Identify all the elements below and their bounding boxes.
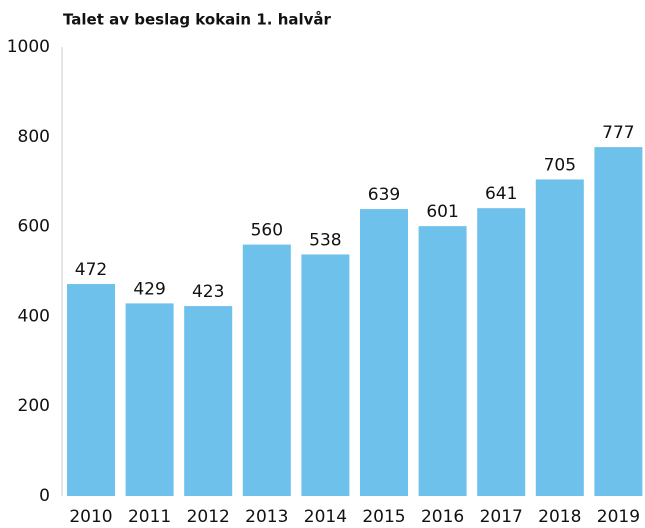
x-tick-label: 2016: [421, 507, 464, 527]
value-label: 472: [75, 260, 107, 280]
y-tick-label: 200: [18, 396, 50, 416]
value-label: 705: [544, 155, 576, 175]
bar: [125, 303, 174, 496]
x-tick-label: 2015: [362, 507, 405, 527]
value-label: 429: [133, 279, 165, 299]
x-tick-label: 2018: [538, 507, 581, 527]
bar: [67, 284, 115, 496]
value-label: 601: [426, 202, 458, 222]
value-label: 641: [485, 184, 517, 204]
y-tick-label: 800: [18, 127, 50, 147]
bar: [594, 147, 643, 496]
x-tick-label: 2019: [597, 507, 640, 527]
x-tick-label: 2013: [245, 507, 288, 527]
bar: [360, 209, 408, 497]
chart-title: Talet av beslag kokain 1. halvår: [63, 11, 332, 29]
bar: [535, 179, 584, 496]
value-label: 639: [368, 185, 400, 205]
value-label: 538: [309, 230, 341, 250]
bar: [301, 254, 350, 496]
x-tick-label: 2010: [69, 507, 112, 527]
value-label: 423: [192, 282, 224, 302]
y-tick-label: 0: [39, 486, 50, 506]
x-tick-label: 2012: [187, 507, 230, 527]
bar: [184, 306, 233, 496]
y-tick-label: 400: [18, 306, 50, 326]
value-label: 777: [602, 123, 634, 143]
x-tick-label: 2014: [304, 507, 347, 527]
y-tick-label: 1000: [7, 37, 50, 57]
value-label: 560: [251, 221, 283, 241]
x-tick-label: 2017: [480, 507, 523, 527]
bar: [418, 226, 467, 496]
bar: [477, 208, 526, 497]
bar: [242, 244, 291, 496]
x-tick-label: 2011: [128, 507, 171, 527]
y-tick-label: 600: [18, 217, 50, 237]
